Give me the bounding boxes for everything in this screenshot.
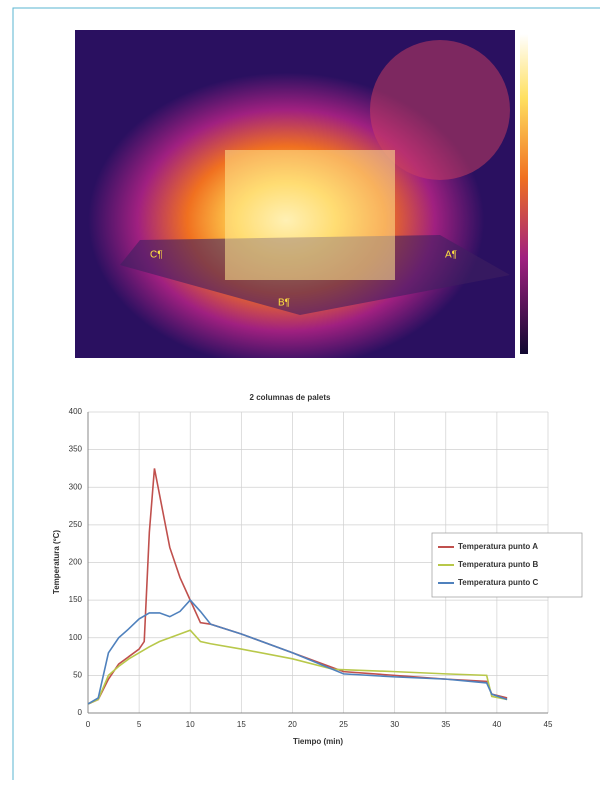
x-tick-label: 0	[86, 720, 91, 729]
y-tick-label: 200	[69, 558, 83, 567]
legend-label: Temperatura punto C	[458, 578, 539, 587]
x-tick-label: 15	[237, 720, 246, 729]
series-line	[87, 598, 508, 705]
x-tick-label: 5	[137, 720, 142, 729]
thermal-image: C¶ A¶ B¶	[75, 30, 528, 358]
point-label: C¶	[150, 250, 163, 261]
y-tick-label: 350	[69, 445, 83, 454]
y-axis-title: Temperatura (ºC)	[52, 530, 61, 594]
x-axis-title: Tiempo (min)	[293, 737, 343, 746]
legend-label: Temperatura punto B	[458, 560, 539, 569]
x-tick-label: 30	[390, 720, 399, 729]
point-label: B¶	[278, 298, 290, 309]
y-tick-label: 400	[69, 407, 83, 416]
x-tick-label: 45	[544, 720, 553, 729]
series-line	[87, 629, 508, 705]
chart-title: 2 columnas de palets	[250, 393, 331, 402]
x-tick-label: 35	[441, 720, 450, 729]
y-tick-label: 150	[69, 595, 83, 604]
series-line	[87, 468, 508, 705]
y-tick-label: 0	[78, 708, 83, 717]
x-tick-label: 20	[288, 720, 297, 729]
y-tick-label: 100	[69, 633, 83, 642]
y-tick-label: 300	[69, 482, 83, 491]
legend-box	[431, 532, 583, 598]
x-tick-label: 25	[339, 720, 348, 729]
point-label: A¶	[445, 250, 457, 261]
y-tick-label: 50	[73, 670, 82, 679]
x-tick-label: 40	[492, 720, 501, 729]
legend-label: Temperatura punto A	[458, 542, 538, 551]
x-tick-label: 10	[186, 720, 195, 729]
y-tick-label: 250	[69, 520, 83, 529]
page-border	[12, 7, 600, 780]
